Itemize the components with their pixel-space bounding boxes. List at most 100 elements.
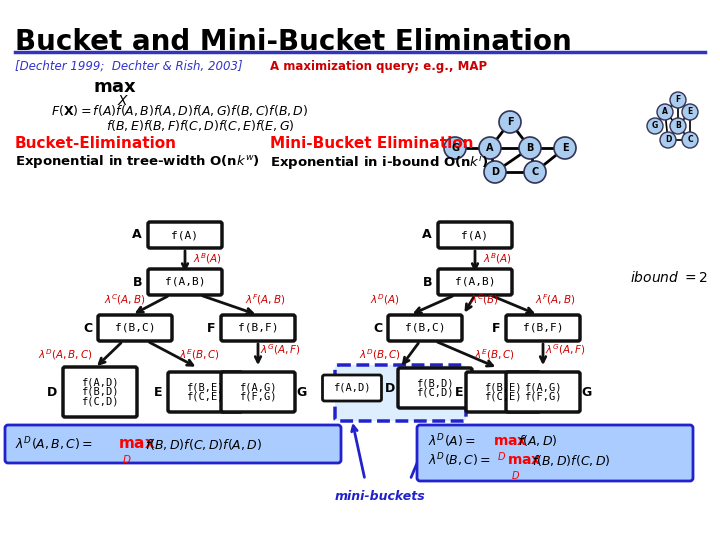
FancyBboxPatch shape xyxy=(506,372,580,412)
Text: $D$: $D$ xyxy=(511,469,520,481)
Text: f(B,C): f(B,C) xyxy=(114,323,156,333)
Text: $D$: $D$ xyxy=(497,450,506,462)
Text: f(B,C): f(B,C) xyxy=(405,323,445,333)
FancyBboxPatch shape xyxy=(398,368,472,408)
Text: $\lambda^D(A)$: $\lambda^D(A)$ xyxy=(370,293,400,307)
Text: $\lambda^D(A,B,C) =$: $\lambda^D(A,B,C) =$ xyxy=(15,435,93,453)
FancyBboxPatch shape xyxy=(388,315,462,341)
Text: $f(B,E)f(B,F)f(C,D)f(C,E)f(E,G)$: $f(B,E)f(B,F)f(C,D)f(C,E)f(E,G)$ xyxy=(106,118,294,133)
Text: E: E xyxy=(454,386,463,399)
Text: $F(\mathbf{X}) = f(A)f(A,B)f(A,D)f(A,G)f(B,C)f(B,D)$: $F(\mathbf{X}) = f(A)f(A,B)f(A,D)f(A,G)f… xyxy=(51,103,309,118)
Text: $\lambda^D(B,C)$: $\lambda^D(B,C)$ xyxy=(359,348,401,362)
Text: $\lambda^B(A)$: $\lambda^B(A)$ xyxy=(192,252,222,266)
Text: f(A,G): f(A,G) xyxy=(524,382,562,392)
Text: $\lambda^G(A,F)$: $\lambda^G(A,F)$ xyxy=(544,342,585,357)
FancyBboxPatch shape xyxy=(168,372,242,412)
Text: $\lambda^F(A,B)$: $\lambda^F(A,B)$ xyxy=(535,293,575,307)
Text: C: C xyxy=(687,136,693,145)
Text: f(F,G): f(F,G) xyxy=(524,392,562,402)
Text: f(B,F): f(B,F) xyxy=(238,323,278,333)
Text: A: A xyxy=(486,143,494,153)
Text: E: E xyxy=(688,107,693,117)
Circle shape xyxy=(670,118,686,134)
Text: B: B xyxy=(526,143,534,153)
Text: C: C xyxy=(531,167,539,177)
FancyBboxPatch shape xyxy=(5,425,341,463)
FancyBboxPatch shape xyxy=(221,372,295,412)
Text: f(C,E): f(C,E) xyxy=(485,392,522,402)
Text: F: F xyxy=(507,117,513,127)
Text: B: B xyxy=(675,122,681,131)
Text: F: F xyxy=(492,321,500,334)
Text: $f(B, D)f(C, D)$: $f(B, D)f(C, D)$ xyxy=(532,453,611,468)
Text: B: B xyxy=(132,275,142,288)
Text: D: D xyxy=(384,381,395,395)
Text: $\lambda^D(A,B,C)$: $\lambda^D(A,B,C)$ xyxy=(37,348,92,362)
Text: B: B xyxy=(423,275,432,288)
Text: A: A xyxy=(132,228,142,241)
FancyBboxPatch shape xyxy=(63,367,137,417)
Circle shape xyxy=(670,92,686,108)
Text: F: F xyxy=(675,96,680,105)
Text: $\lambda^D(B,C) =$: $\lambda^D(B,C) =$ xyxy=(428,451,491,469)
Text: f(C,E): f(C,E) xyxy=(186,392,224,402)
Text: $X$: $X$ xyxy=(117,94,129,108)
Circle shape xyxy=(647,118,663,134)
Text: E: E xyxy=(562,143,568,153)
FancyBboxPatch shape xyxy=(98,315,172,341)
Text: f(B,D): f(B,D) xyxy=(81,387,119,397)
Text: f(F,G): f(F,G) xyxy=(239,392,276,402)
FancyBboxPatch shape xyxy=(148,269,222,295)
Text: $\lambda^B(A)$: $\lambda^B(A)$ xyxy=(482,252,511,266)
FancyBboxPatch shape xyxy=(466,372,540,412)
Circle shape xyxy=(554,137,576,159)
Text: Exponential in i-bound O(n$k^i$): Exponential in i-bound O(n$k^i$) xyxy=(270,153,489,172)
Text: Bucket and Mini-Bucket Elimination: Bucket and Mini-Bucket Elimination xyxy=(15,28,572,56)
Text: $\lambda^E(B,C)$: $\lambda^E(B,C)$ xyxy=(474,348,516,362)
Circle shape xyxy=(499,111,521,133)
FancyBboxPatch shape xyxy=(148,222,222,248)
Text: $\lambda^G(A,F)$: $\lambda^G(A,F)$ xyxy=(260,342,300,357)
Text: A maximization query; e.g., MAP: A maximization query; e.g., MAP xyxy=(270,60,487,73)
Text: $f(A, D)$: $f(A, D)$ xyxy=(518,434,558,449)
Text: f(B,F): f(B,F) xyxy=(523,323,563,333)
Text: G: G xyxy=(581,386,591,399)
Text: f(C,D): f(C,D) xyxy=(81,396,119,407)
Text: $\lambda^D(A) =$: $\lambda^D(A) =$ xyxy=(428,432,476,450)
Text: Exponential in tree-width O(n$k^w$): Exponential in tree-width O(n$k^w$) xyxy=(15,153,260,170)
Circle shape xyxy=(524,161,546,183)
Circle shape xyxy=(682,132,698,148)
Text: $f(B,D)f(C,D)f(A,D)$: $f(B,D)f(C,D)f(A,D)$ xyxy=(145,436,262,451)
Circle shape xyxy=(657,104,673,120)
Text: f(A,B): f(A,B) xyxy=(165,277,205,287)
Text: D: D xyxy=(491,167,499,177)
Text: $D$: $D$ xyxy=(122,453,132,465)
FancyBboxPatch shape xyxy=(417,425,693,481)
Text: $\lambda^F(A,B)$: $\lambda^F(A,B)$ xyxy=(245,293,285,307)
Text: $\lambda^E(B,C)$: $\lambda^E(B,C)$ xyxy=(179,348,220,362)
Text: f(A,D): f(A,D) xyxy=(333,383,371,393)
Text: $\lambda^C(B)$: $\lambda^C(B)$ xyxy=(470,293,500,307)
Text: D: D xyxy=(47,386,57,399)
FancyBboxPatch shape xyxy=(335,365,466,421)
Text: D: D xyxy=(665,136,671,145)
Text: $\mathbf{max}$: $\mathbf{max}$ xyxy=(507,453,541,467)
Text: f(B,D): f(B,D) xyxy=(416,378,454,388)
Circle shape xyxy=(444,137,466,159)
FancyBboxPatch shape xyxy=(506,315,580,341)
FancyBboxPatch shape xyxy=(438,269,512,295)
Text: A: A xyxy=(423,228,432,241)
Text: f(A): f(A) xyxy=(462,230,488,240)
Text: $\mathbf{max}$: $\mathbf{max}$ xyxy=(118,436,156,451)
Text: Mini-Bucket Elimination: Mini-Bucket Elimination xyxy=(270,136,474,151)
Text: f(C,D): f(C,D) xyxy=(416,388,454,398)
Text: G: G xyxy=(296,386,306,399)
Text: E: E xyxy=(153,386,162,399)
Text: $\mathbf{max}$: $\mathbf{max}$ xyxy=(93,78,137,96)
Text: F: F xyxy=(207,321,215,334)
Text: C: C xyxy=(83,321,92,334)
Text: G: G xyxy=(652,122,658,131)
Text: A: A xyxy=(662,107,668,117)
FancyBboxPatch shape xyxy=(323,375,382,401)
Circle shape xyxy=(484,161,506,183)
